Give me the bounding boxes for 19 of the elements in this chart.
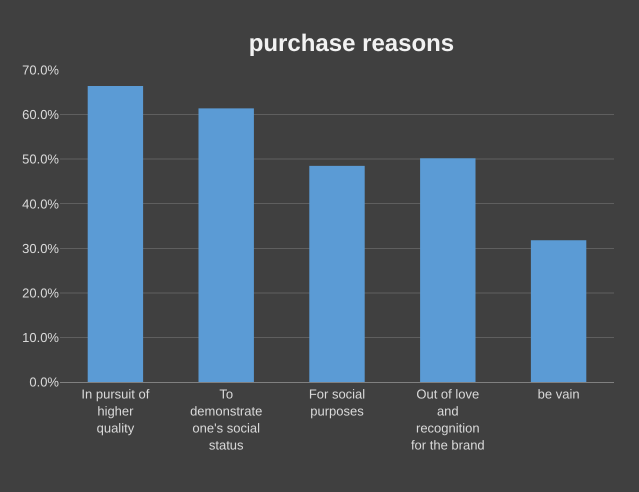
x-tick-label: For social purposes [308,386,366,418]
y-tick-label: 40.0% [22,196,60,212]
bar [420,158,476,382]
x-tick-label: To demonstrate one's social status [190,386,262,452]
bar [309,166,365,382]
y-tick-label: 70.0% [22,62,60,78]
y-tick-label: 0.0% [29,374,60,390]
chart-title: purchase reasons [248,30,454,58]
bar [198,108,254,382]
y-tick-label: 30.0% [22,240,60,256]
bar [88,86,144,382]
y-tick-label: 50.0% [22,152,60,167]
x-tick-label: In pursuit of higher quality [81,386,150,436]
y-tick-label: 20.0% [22,285,60,300]
y-tick-label: 10.0% [22,330,60,345]
x-tick-label: be vain [538,386,580,402]
y-tick-label: 60.0% [22,107,60,122]
x-tick-label: Out of love and recognition for the brand [410,386,485,452]
bar [530,240,586,382]
